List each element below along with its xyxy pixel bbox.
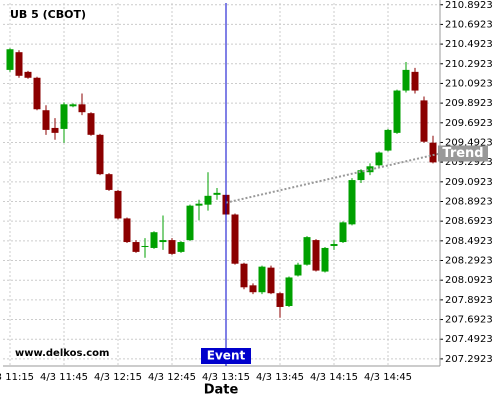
candle-body (339, 222, 347, 243)
x-tick-label: 4/3 14:45 (364, 372, 412, 383)
candle-body (87, 113, 95, 135)
candle-body (60, 104, 68, 129)
y-tick-label: 210.4923 (445, 39, 493, 50)
y-tick-label: 208.2923 (445, 256, 493, 267)
candle-body (51, 127, 59, 133)
candle-body (420, 100, 428, 142)
x-tick-label: 4/3 11:45 (40, 372, 88, 383)
candle-body (249, 285, 257, 293)
x-tick-label: 4/3 11:15 (0, 372, 34, 383)
candle-body (168, 240, 176, 254)
y-tick-label: 210.8923 (445, 0, 493, 11)
trend-line (225, 152, 441, 204)
candle-body (321, 247, 329, 272)
candle-body (384, 129, 392, 151)
x-tick-label: 4/3 13:15 (202, 372, 250, 383)
y-tick-label: 207.2923 (445, 354, 493, 365)
candle-body (276, 293, 284, 307)
candle-body (402, 69, 410, 91)
y-tick-label: 209.6923 (445, 118, 493, 129)
candle-body (357, 170, 365, 181)
x-tick-label: 4/3 12:45 (148, 372, 196, 383)
candle-body (204, 195, 212, 205)
candle-body (42, 110, 50, 130)
candle-body (213, 192, 221, 195)
trend-label-box (438, 145, 488, 162)
y-tick-label: 209.4923 (445, 137, 493, 148)
candle-body (132, 242, 140, 252)
candle-body (294, 264, 302, 276)
candle-body (267, 267, 275, 294)
x-axis-label: Date (204, 383, 239, 398)
candle-body (33, 77, 41, 110)
x-tick-label: 4/3 12:15 (94, 372, 142, 383)
candle-body (15, 52, 23, 76)
y-tick-label: 208.0923 (445, 275, 493, 286)
y-tick-label: 210.6923 (445, 19, 493, 30)
y-tick-label: 207.6923 (445, 315, 493, 326)
watermark: www.delkos.com (15, 348, 109, 359)
candle-body (393, 90, 401, 133)
y-tick-label: 209.2923 (445, 157, 493, 168)
candle-body (240, 263, 248, 288)
candle-body (114, 190, 122, 219)
candle-body (429, 142, 437, 163)
candle-body (303, 237, 311, 265)
y-tick-label: 209.8923 (445, 98, 493, 109)
candle-body (159, 240, 167, 243)
trend-label: Trend (442, 146, 483, 161)
candle-body (312, 240, 320, 271)
candle-body (186, 205, 194, 241)
chart-title: UB 5 (CBOT) (10, 8, 86, 21)
candle-body (285, 277, 293, 306)
y-tick-label: 210.2923 (445, 59, 493, 70)
candle-body (24, 71, 32, 78)
candle-body (348, 180, 356, 225)
candle-body (375, 152, 383, 166)
y-tick-label: 208.8923 (445, 196, 493, 207)
y-tick-label: 209.0923 (445, 177, 493, 188)
candle-body (96, 134, 104, 175)
candle-body (105, 174, 113, 190)
candle-body (123, 218, 131, 243)
candle-body (150, 232, 158, 248)
x-tick-label: 4/3 13:45 (256, 372, 304, 383)
candle-body (141, 245, 149, 247)
candle-body (366, 166, 374, 173)
candle-body (78, 104, 86, 113)
candle-body (177, 242, 185, 252)
y-tick-label: 208.6923 (445, 216, 493, 227)
y-tick-label: 207.8923 (445, 295, 493, 306)
candle-body (6, 49, 14, 70)
event-label-box (201, 348, 251, 364)
candle-body (231, 214, 239, 264)
event-label: Event (207, 349, 246, 363)
candle-body (258, 266, 266, 293)
candle-body (411, 71, 419, 91)
y-tick-label: 210.0923 (445, 78, 493, 89)
x-tick-label: 4/3 14:15 (310, 372, 358, 383)
candle-body (69, 104, 77, 107)
candle-body (330, 244, 338, 246)
y-tick-label: 207.4923 (445, 334, 493, 345)
y-tick-label: 208.4923 (445, 236, 493, 247)
candle-body (195, 203, 203, 206)
